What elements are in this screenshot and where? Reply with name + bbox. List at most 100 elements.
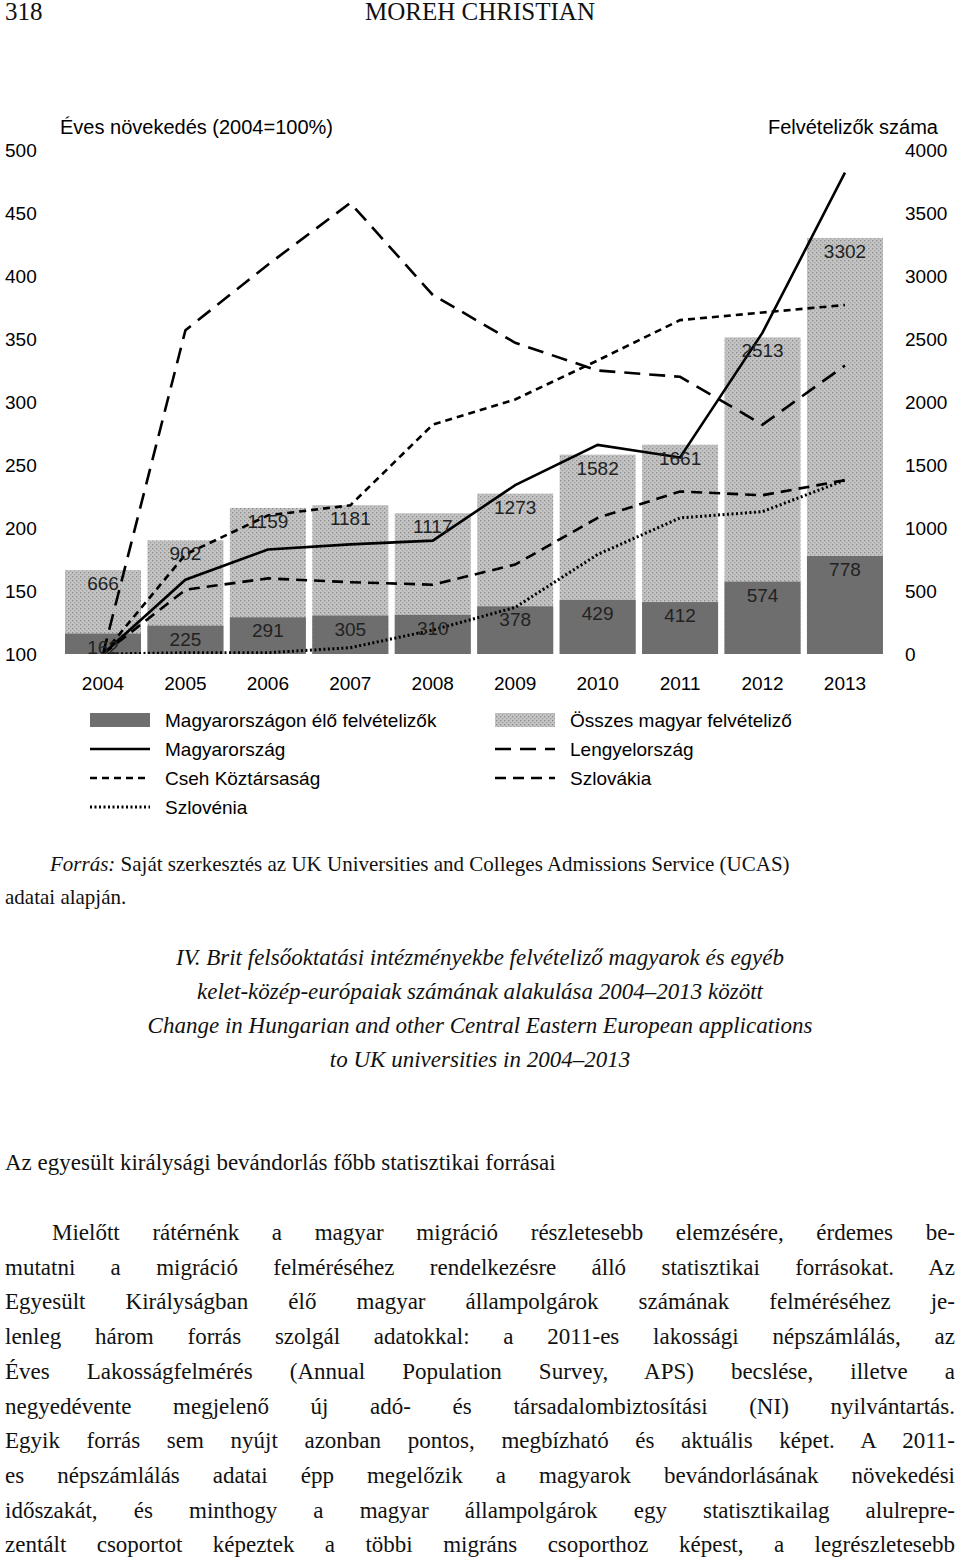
data-label: 1117 bbox=[413, 516, 452, 537]
y-axis-title: Éves növekedés (2004=100%) bbox=[60, 116, 333, 138]
y-tick-label: 400 bbox=[5, 266, 37, 287]
data-label: 1661 bbox=[659, 448, 701, 469]
y2-tick-label: 4000 bbox=[905, 140, 947, 161]
legend-swatch bbox=[495, 777, 555, 780]
page-number: 318 bbox=[5, 0, 43, 26]
data-label: 1181 bbox=[330, 508, 371, 529]
data-label: 3302 bbox=[824, 241, 866, 262]
bar bbox=[477, 494, 553, 654]
legend-label: Szlovákia bbox=[570, 768, 652, 789]
data-label: 1159 bbox=[247, 511, 288, 532]
y2-tick-label: 3000 bbox=[905, 266, 947, 287]
x-tick-label: 2008 bbox=[412, 673, 454, 694]
paragraph-line: Mielőtt rátérnénk a magyar migráció rész… bbox=[52, 1220, 955, 1246]
bar bbox=[560, 455, 636, 654]
x-tick-label: 2010 bbox=[576, 673, 618, 694]
y2-tick-label: 1000 bbox=[905, 518, 947, 539]
data-label: 1582 bbox=[576, 458, 618, 479]
y2-tick-label: 500 bbox=[905, 581, 937, 602]
y-tick-label: 100 bbox=[5, 644, 37, 665]
bar bbox=[725, 582, 801, 654]
x-tick-label: 2004 bbox=[82, 673, 125, 694]
y2-tick-label: 2500 bbox=[905, 329, 947, 350]
paragraph-line: negyedévente megjelenő új adó- és társad… bbox=[5, 1394, 955, 1420]
legend-swatch bbox=[90, 777, 150, 780]
line bbox=[103, 203, 845, 654]
bar bbox=[395, 615, 471, 654]
legend-label: Szlovénia bbox=[165, 797, 248, 818]
legend-swatch bbox=[90, 713, 150, 727]
data-label: 902 bbox=[170, 543, 202, 564]
y-tick-label: 300 bbox=[5, 392, 37, 413]
data-label: 412 bbox=[664, 605, 696, 626]
line bbox=[103, 305, 845, 654]
legend-label: Magyarország bbox=[165, 739, 285, 760]
caption: IV. Brit felsőoktatási intézményekbe fel… bbox=[0, 945, 960, 971]
data-labels: 6669021159118111171273158216612513330216… bbox=[87, 241, 866, 658]
data-label: 225 bbox=[170, 629, 202, 650]
paragraph-line: lenleg három forrás szolgál adatokkal: a… bbox=[5, 1324, 955, 1350]
caption: kelet-közép-európaiak számának alakulása… bbox=[0, 979, 960, 1005]
y-tick-label: 150 bbox=[5, 581, 37, 602]
y2-tick-label: 0 bbox=[905, 644, 916, 665]
data-label: 291 bbox=[252, 620, 284, 641]
bar bbox=[560, 600, 636, 654]
source-text: Saját szerkesztés az UK Universities and… bbox=[121, 852, 790, 876]
legend-label: Magyarországon élő felvételizők bbox=[165, 710, 437, 731]
paragraph-line: Egyesült Királyságban élő magyar állampo… bbox=[5, 1289, 955, 1315]
data-label: 666 bbox=[87, 573, 119, 594]
bar bbox=[147, 626, 223, 654]
bar bbox=[807, 238, 883, 654]
y2-tick-label: 1500 bbox=[905, 455, 947, 476]
line bbox=[103, 173, 845, 654]
x-tick-label: 2013 bbox=[824, 673, 866, 694]
x-tick-label: 2007 bbox=[329, 673, 371, 694]
paragraph-line: Egyik forrás sem nyújt azonban pontos, m… bbox=[5, 1428, 955, 1454]
data-label: 305 bbox=[334, 619, 366, 640]
x-tick-label: 2009 bbox=[494, 673, 536, 694]
x-tick-label: 2006 bbox=[247, 673, 289, 694]
legend-swatch bbox=[90, 806, 150, 809]
y2-axis-title: Felvételizők száma bbox=[768, 116, 939, 138]
y-tick-label: 350 bbox=[5, 329, 37, 350]
bar bbox=[312, 505, 388, 654]
source-label: Forrás: bbox=[50, 852, 115, 876]
source: Forrás: Saját szerkesztés az UK Universi… bbox=[50, 852, 790, 877]
legend-label: Összes magyar felvételiző bbox=[570, 710, 792, 731]
paragraph-line: Éves Lakosságfelmérés (Annual Population… bbox=[5, 1359, 955, 1385]
x-tick-label: 2005 bbox=[164, 673, 206, 694]
bar bbox=[642, 602, 718, 654]
legend-swatch bbox=[495, 748, 555, 751]
bar bbox=[642, 445, 718, 654]
bar bbox=[230, 508, 306, 654]
data-label: 2513 bbox=[741, 340, 783, 361]
legend: Magyarországon élő felvételizők Összes ma… bbox=[90, 710, 792, 818]
running-head: MOREH CHRISTIAN bbox=[0, 0, 960, 26]
line bbox=[103, 480, 845, 654]
paragraph-line: es népszámlálás adatai épp megelőzik a m… bbox=[5, 1463, 955, 1489]
y-tick-label: 500 bbox=[5, 140, 37, 161]
legend-label: Lengyelország bbox=[570, 739, 694, 760]
section-heading: Az egyesült királysági bevándorlás főbb … bbox=[5, 1150, 556, 1176]
x-tick-label: 2011 bbox=[660, 673, 701, 694]
legend-label: Cseh Köztársaság bbox=[165, 768, 320, 789]
data-label: 429 bbox=[582, 603, 614, 624]
legend-swatch bbox=[495, 713, 555, 727]
bar bbox=[230, 617, 306, 654]
y-tick-label: 200 bbox=[5, 518, 37, 539]
caption: Change in Hungarian and other Central Ea… bbox=[0, 1013, 960, 1039]
chart: Éves növekedés (2004=100%) Felvételizők s… bbox=[0, 0, 960, 830]
legend-swatch bbox=[90, 748, 150, 751]
x-tick-label: 2012 bbox=[741, 673, 783, 694]
source-text: adatai alapján. bbox=[5, 885, 126, 910]
data-label: 574 bbox=[747, 585, 779, 606]
bar bbox=[725, 337, 801, 654]
paragraph-line: időszakát, és minthogy a magyar állampol… bbox=[5, 1498, 955, 1524]
line bbox=[103, 480, 845, 654]
y-tick-label: 250 bbox=[5, 455, 37, 476]
plot-area bbox=[65, 173, 883, 654]
data-label: 162 bbox=[87, 637, 119, 658]
paragraph-line: zentált csoportot képeztek a többi migrá… bbox=[5, 1532, 955, 1558]
data-label: 378 bbox=[499, 609, 531, 630]
paragraph-line: mutatni a migráció felméréséhez rendelke… bbox=[5, 1255, 955, 1281]
